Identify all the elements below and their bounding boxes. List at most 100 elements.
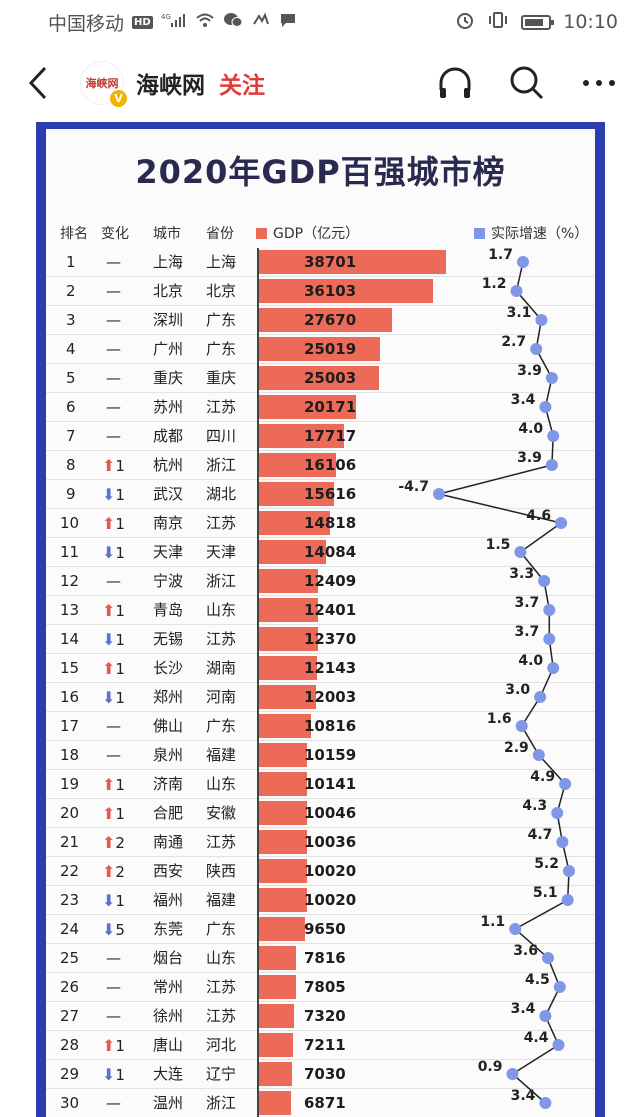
change-cell: — — [106, 741, 121, 770]
row-divider — [46, 624, 595, 625]
row-divider — [46, 508, 595, 509]
row-divider — [46, 537, 595, 538]
province-cell: 浙江 — [206, 1094, 237, 1112]
row-divider — [46, 566, 595, 567]
province-cell: 湖北 — [206, 485, 237, 503]
gdp-value: 10020 — [304, 891, 357, 909]
change-value: — — [106, 1007, 121, 1025]
gdp-value: 7816 — [304, 949, 346, 967]
growth-point — [543, 633, 556, 645]
account-name[interactable]: 海峡网 — [136, 73, 205, 99]
rank-cell: 17 — [60, 717, 80, 735]
gdp-bar — [258, 569, 318, 593]
gdp-bar — [258, 888, 307, 912]
growth-label: 4.7 — [528, 827, 553, 843]
rank-cell: 5 — [66, 369, 76, 387]
wechat-icon — [223, 12, 243, 32]
growth-point — [559, 778, 572, 790]
city-cell: 西安 — [153, 862, 184, 880]
change-value: 1 — [115, 602, 125, 620]
gdp-value: 7211 — [304, 1036, 346, 1054]
city-cell: 南通 — [153, 833, 184, 851]
row-divider — [46, 914, 595, 915]
gdp-bar — [258, 424, 344, 448]
status-right: 10:10 — [455, 10, 618, 34]
growth-point — [553, 981, 566, 993]
growth-point — [555, 517, 568, 529]
change-cell: ⬆2 — [102, 857, 125, 886]
rank-cell: 18 — [60, 746, 80, 764]
city-cell: 北京 — [153, 282, 184, 300]
back-button[interactable] — [18, 63, 58, 103]
growth-label: -4.7 — [398, 479, 429, 495]
network-type: 4G — [161, 13, 171, 21]
table-row: 12 — 宁波 浙江 12409 — [46, 567, 595, 596]
gdp-bar — [258, 511, 330, 535]
city-cell: 唐山 — [153, 1036, 184, 1054]
city-cell: 郑州 — [153, 688, 184, 706]
gdp-value: 17717 — [304, 427, 357, 445]
city-cell: 成都 — [153, 427, 184, 445]
header-rank: 排名 — [60, 226, 88, 242]
arrow-down-icon: ⬇ — [102, 543, 116, 562]
change-cell: — — [106, 422, 121, 451]
gdp-value: 12401 — [304, 601, 357, 619]
listen-button[interactable] — [432, 60, 478, 106]
city-cell: 佛山 — [153, 717, 184, 735]
change-cell: ⬆1 — [102, 451, 125, 480]
change-cell: ⬇1 — [102, 886, 125, 915]
vibrate-icon — [487, 10, 509, 34]
change-value: 1 — [115, 660, 125, 678]
arrow-up-icon: ⬆ — [102, 659, 116, 678]
province-cell: 江苏 — [206, 630, 237, 648]
change-value: — — [106, 369, 121, 387]
rank-cell: 10 — [60, 514, 80, 532]
city-cell: 重庆 — [153, 369, 184, 387]
growth-point — [515, 720, 528, 732]
rank-cell: 20 — [60, 804, 80, 822]
gdp-bar — [258, 714, 311, 738]
change-value: — — [106, 427, 121, 445]
table-row: 8 ⬆1 杭州 浙江 16106 — [46, 451, 595, 480]
gdp-bar — [258, 830, 307, 854]
gdp-value: 6871 — [304, 1094, 346, 1112]
gdp-bar — [258, 279, 433, 303]
arrow-up-icon: ⬆ — [102, 456, 116, 475]
rank-cell: 12 — [60, 572, 80, 590]
growth-label: 1.1 — [480, 914, 505, 930]
gdp-bar — [258, 801, 307, 825]
change-value: 1 — [115, 631, 125, 649]
table-row: 13 ⬆1 青岛 山东 12401 — [46, 596, 595, 625]
avatar[interactable]: 海峡网 V — [80, 61, 127, 107]
rank-cell: 25 — [60, 949, 80, 967]
rank-cell: 22 — [60, 862, 80, 880]
province-cell: 辽宁 — [206, 1065, 237, 1083]
follow-button[interactable]: 关注 — [219, 73, 265, 99]
change-value: 1 — [115, 805, 125, 823]
change-value: — — [106, 572, 121, 590]
more-button[interactable] — [576, 60, 622, 106]
growth-point — [563, 865, 575, 877]
growth-point — [530, 343, 543, 355]
change-cell: — — [106, 1089, 121, 1117]
table-row: 10 ⬆1 南京 江苏 14818 — [46, 509, 595, 538]
gdp-value: 7320 — [304, 1007, 346, 1025]
row-divider — [46, 711, 595, 712]
signal-icon: 4G — [161, 12, 187, 32]
table-row: 9 ⬇1 武汉 湖北 15616 — [46, 480, 595, 509]
growth-point — [433, 488, 445, 500]
province-cell: 江苏 — [206, 398, 237, 416]
search-button[interactable] — [504, 60, 550, 106]
article-image[interactable]: 2020年GDP百强城市榜 排名 变化 城市 省份 GDP（亿元） 实际增速（%… — [36, 122, 605, 1117]
table-row: 29 ⬇1 大连 辽宁 7030 — [46, 1060, 595, 1089]
city-cell: 上海 — [153, 253, 184, 271]
status-bar: 中国移动 HD 4G 10:10 — [0, 0, 640, 44]
table-row: 7 — 成都 四川 17717 — [46, 422, 595, 451]
change-value: 1 — [115, 1066, 125, 1084]
row-divider — [46, 363, 595, 364]
rank-cell: 30 — [60, 1094, 80, 1112]
growth-point — [514, 546, 527, 558]
change-cell: — — [106, 1002, 121, 1031]
growth-label: 4.3 — [522, 798, 547, 814]
growth-label: 3.9 — [517, 363, 542, 379]
